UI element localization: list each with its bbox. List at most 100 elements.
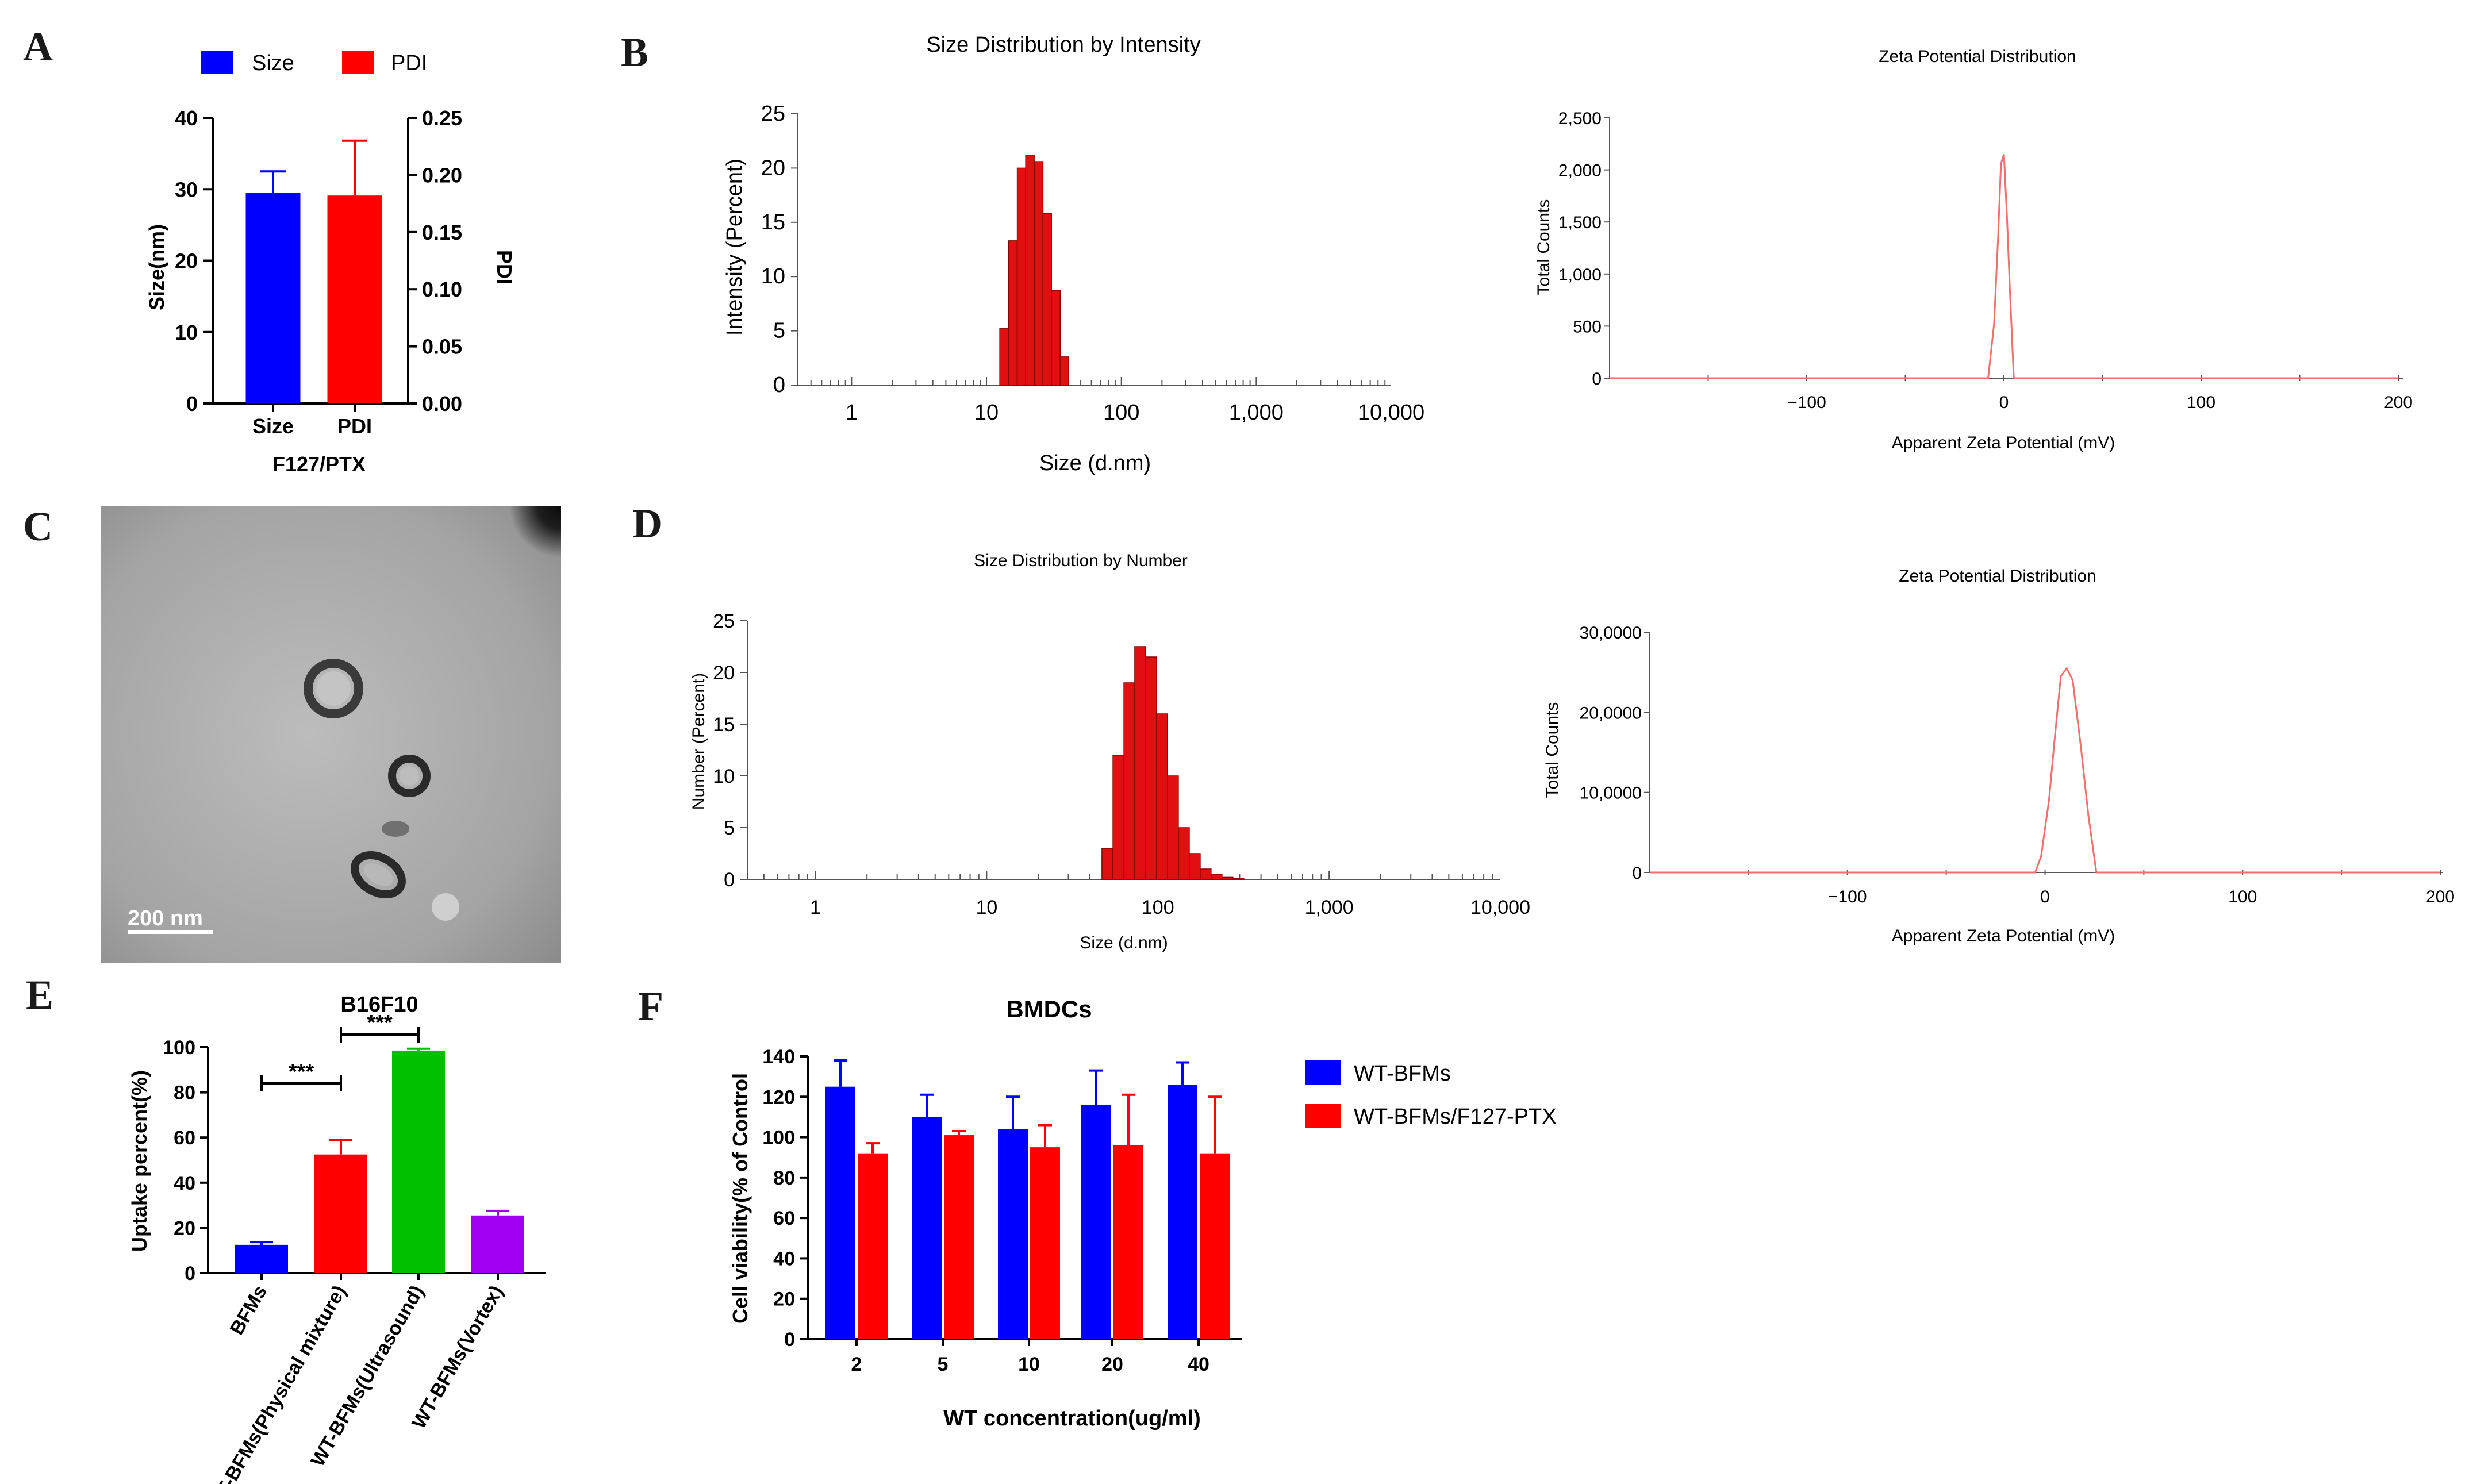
bar [1200,1153,1230,1339]
y-tick-label: 0 [1632,864,1642,883]
bar [858,1153,888,1339]
chart-f: BMDCs 0 20 40 60 80 100 120 140 2 5 10 20 40 Cell vi… [728,995,1557,1431]
error-bar [486,1209,509,1216]
y-tick-label: 80 [174,1082,195,1104]
legend-swatch-wt-bfms [1305,1060,1341,1085]
chart-b2: Zeta Potential Distribution 0 500 1,000 1,5… [1534,47,2413,452]
bar [1030,1147,1060,1339]
histogram-bar [1123,682,1135,880]
x-tick-label: 200 [2426,887,2455,906]
legend-swatch-pdi [342,51,374,74]
bar [471,1215,524,1273]
y-tick-label: 500 [1573,317,1602,336]
scale-bar-label: 200 nm [128,906,203,931]
y-tick-label: 60 [773,1208,795,1229]
legend-label-wt-bfms: WT-BFMs [1354,1062,1451,1086]
y-tick-label: 40 [174,1172,195,1194]
tem-image: 200 nm [101,506,561,963]
y-tick-label: 40 [773,1248,795,1270]
x-tick-label: PDI [337,414,372,438]
y-tick-label: 15 [761,210,785,234]
bar [944,1135,974,1339]
vesicle-3 [351,851,406,899]
x-tick-label: 10 [1018,1354,1040,1375]
zeta-line [1610,153,2398,379]
error-bar [952,1130,966,1136]
significance-bracket [340,1027,420,1043]
x-tick-label: 10,000 [1358,401,1424,425]
panel-label-d: D [632,501,662,547]
error-bar [329,1139,352,1155]
x-tick-label: 200 [2384,393,2413,412]
axis-title-size-dnm-d: Size (d.nm) [1080,933,1168,952]
x-tick-label: WT-BFMs(Vortex) [408,1282,508,1432]
bar [998,1129,1028,1339]
y-tick-label: 25 [713,610,735,632]
y-tick-label-right: 0.00 [422,392,462,416]
histogram-bar [1034,161,1044,386]
x-tick-label: 100 [2187,393,2215,412]
x-tick-label: 100 [2228,887,2257,906]
panel-label-c: C [23,503,53,549]
y-tick-label: 120 [762,1086,795,1108]
error-bar [1208,1095,1222,1154]
bar-pdi [327,195,382,403]
x-tick-label: −100 [1828,887,1867,906]
y-tick-label-right: 0.15 [422,221,462,244]
x-tick-label: 2 [851,1354,862,1375]
x-tick-label: 20 [1101,1354,1123,1375]
debris [382,821,409,837]
axis-title-zeta-b: Apparent Zeta Potential (mV) [1892,433,2115,452]
panel-label-f: F [638,983,663,1029]
bar [235,1244,288,1273]
legend-swatch-size [201,51,233,74]
histogram-bar [1232,878,1245,880]
histogram-bar [1211,874,1223,880]
significance-bracket [260,1075,342,1091]
x-tick-label: 1,000 [1305,897,1354,918]
error-bar [1122,1093,1135,1145]
panel-label-e: E [26,972,53,1018]
y-tick-label-right: 0.05 [422,335,462,359]
error-bar [407,1047,430,1051]
significance-label: *** [289,1060,314,1084]
histogram-bar [1112,755,1124,880]
faint-particle [432,893,459,921]
y-tick-label: 0 [185,1263,195,1285]
scale-bar [128,930,213,934]
chart-title-b1: Size Distribution by Intensity [926,33,1200,57]
y-tick-label-left: 0 [186,392,198,416]
histogram-bar [1008,240,1018,386]
histogram-bar [1145,656,1157,880]
y-tick-label: 0 [784,1329,795,1351]
vesicle-2 [388,755,431,797]
error-bar [834,1059,847,1087]
x-tick-label: 10 [974,401,999,425]
y-tick-label: 30,0000 [1580,624,1642,643]
y-tick-label: 100 [163,1037,195,1059]
y-tick-label-left: 40 [175,106,198,130]
error-bar [920,1093,934,1117]
histogram-bar [1042,213,1052,386]
vesicle-1 [304,659,363,718]
histogram-bar [1051,290,1061,386]
x-tick-label: 0 [2040,887,2050,906]
x-tick-label: 40 [1188,1354,1209,1375]
y-tick-label: 100 [762,1127,795,1149]
y-tick-label: 1,500 [1558,213,1602,232]
axis-title-wt-concentration: WT concentration(ug/ml) [943,1406,1201,1431]
x-tick-label: 1,000 [1229,401,1284,425]
chart-title-f: BMDCs [1006,995,1092,1022]
legend-label-wt-bfms-f127: WT-BFMs/F127-PTX [1354,1105,1557,1129]
histogram-bar [1167,775,1179,880]
bar [912,1117,942,1339]
error-bar [866,1142,880,1154]
error-bar-size [260,170,286,193]
y-tick-label: 5 [724,817,735,839]
histogram-bar [1189,853,1201,880]
y-tick-label: 140 [762,1046,795,1068]
error-bar [250,1241,273,1245]
x-tick-label: Size [252,414,294,438]
histogram-bar [999,328,1009,386]
histogram-bar [1178,827,1190,880]
